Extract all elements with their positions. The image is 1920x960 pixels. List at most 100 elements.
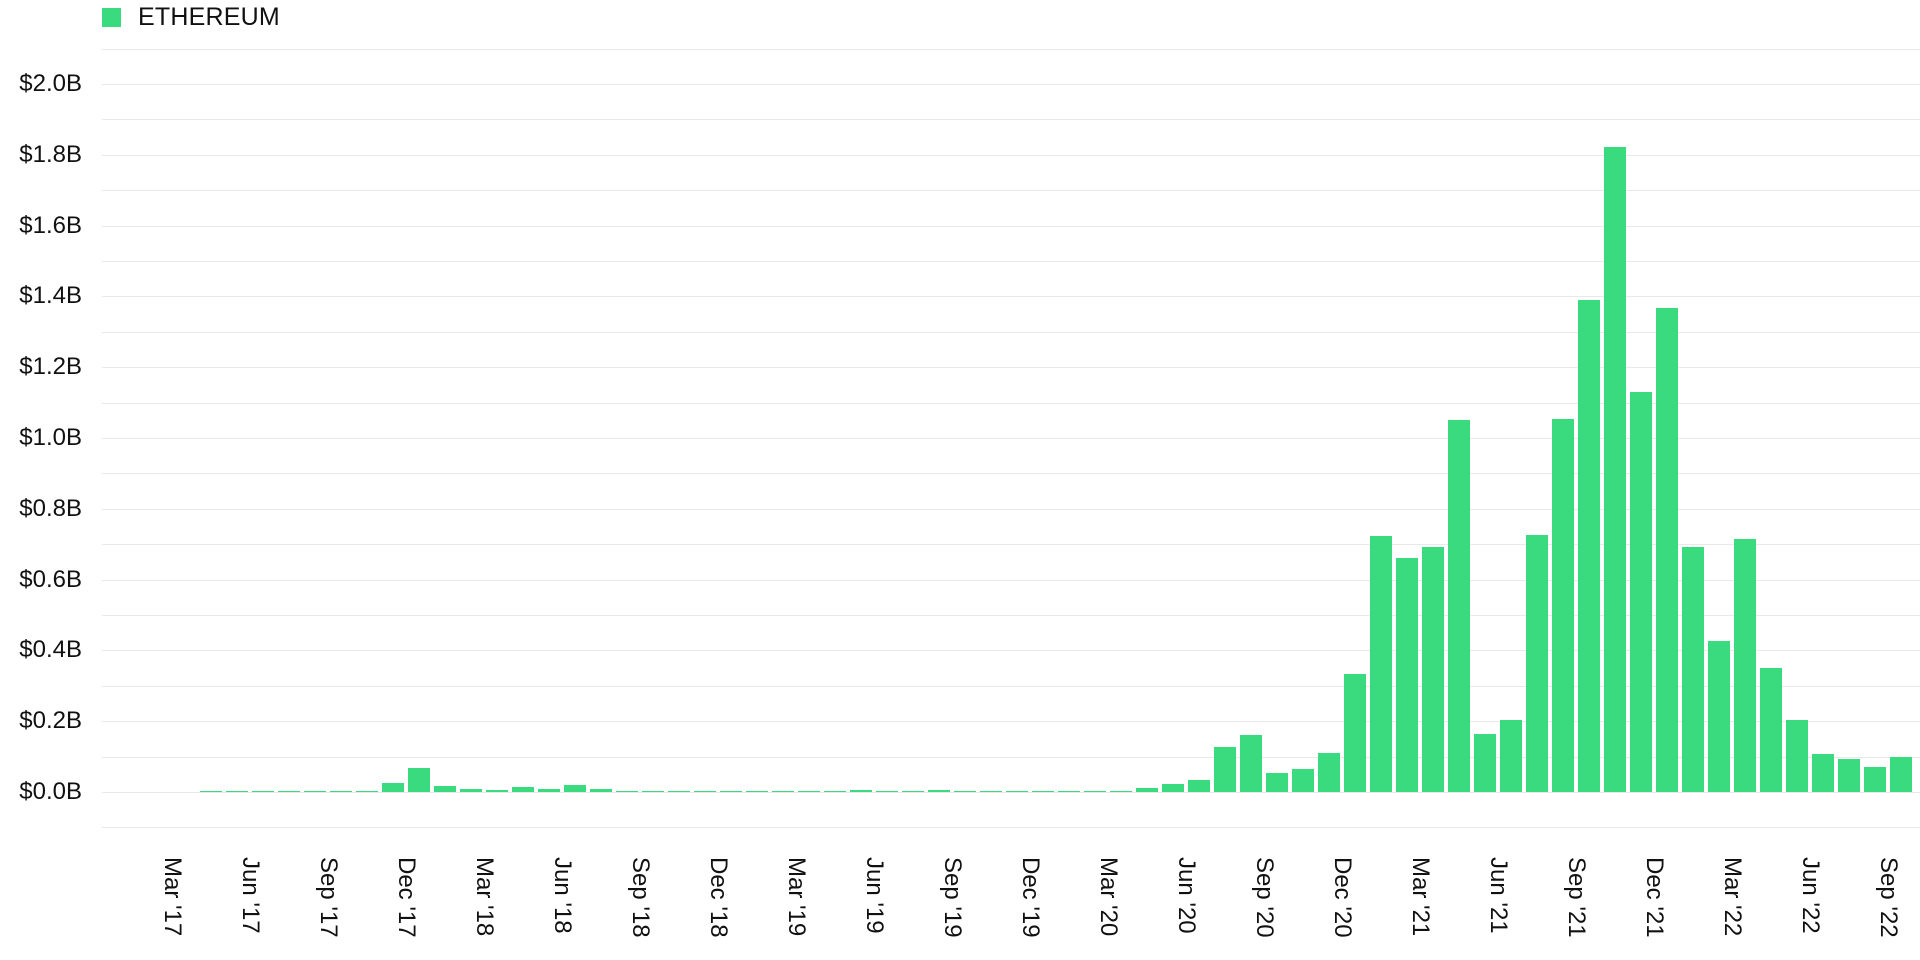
bar[interactable] (1708, 641, 1730, 792)
x-tick-label: Dec '18 (705, 857, 732, 938)
gridline (102, 473, 1920, 474)
gridline (102, 155, 1920, 156)
y-tick-label: $1.4B (19, 282, 82, 309)
gridline (102, 827, 1920, 828)
bar[interactable] (746, 791, 768, 792)
bar[interactable] (226, 790, 248, 792)
bar[interactable] (954, 790, 976, 792)
x-tick-label: Mar '18 (471, 857, 498, 937)
bar[interactable] (538, 788, 560, 792)
bar[interactable] (1344, 673, 1366, 792)
bar[interactable] (928, 789, 950, 792)
bar[interactable] (1734, 538, 1756, 792)
bar[interactable] (1032, 791, 1054, 792)
x-tick-label: Jun '22 (1797, 857, 1824, 934)
y-tick-label: $0.4B (19, 636, 82, 663)
bar[interactable] (1864, 766, 1886, 792)
gridline (102, 261, 1920, 262)
x-tick-label: Mar '22 (1719, 857, 1746, 937)
gridline (102, 226, 1920, 227)
y-tick-label: $0.0B (19, 778, 82, 805)
bar[interactable] (1526, 535, 1548, 792)
bar[interactable] (1214, 747, 1236, 792)
x-tick-label: Jun '17 (237, 857, 264, 934)
bar[interactable] (1474, 733, 1496, 792)
gridline (102, 49, 1920, 50)
x-tick-label: Mar '21 (1407, 857, 1434, 937)
bar[interactable] (1084, 790, 1106, 792)
bar[interactable] (1266, 772, 1288, 792)
x-tick-label: Sep '22 (1875, 857, 1902, 938)
bar[interactable] (1188, 779, 1210, 792)
bar[interactable] (1786, 720, 1808, 792)
gridline (102, 84, 1920, 85)
bar[interactable] (200, 791, 222, 792)
bar[interactable] (1578, 299, 1600, 792)
gridline (102, 650, 1920, 651)
bar[interactable] (408, 767, 430, 792)
bar[interactable] (980, 790, 1002, 792)
bar[interactable] (720, 791, 742, 792)
bar[interactable] (1318, 753, 1340, 792)
bar[interactable] (1630, 391, 1652, 792)
bar[interactable] (252, 791, 274, 792)
bar[interactable] (356, 790, 378, 792)
bar[interactable] (460, 788, 482, 792)
bar[interactable] (1552, 418, 1574, 792)
bar[interactable] (1006, 791, 1028, 792)
bar[interactable] (590, 789, 612, 792)
bar[interactable] (1682, 547, 1704, 792)
bar[interactable] (1812, 753, 1834, 792)
x-tick-label: Dec '20 (1329, 857, 1356, 938)
bar[interactable] (1838, 759, 1860, 792)
bar[interactable] (1656, 308, 1678, 792)
bar[interactable] (278, 790, 300, 792)
bar[interactable] (1370, 536, 1392, 792)
y-tick-label: $0.8B (19, 495, 82, 522)
bar[interactable] (850, 790, 872, 792)
gridline (102, 190, 1920, 191)
bar[interactable] (642, 790, 664, 792)
x-tick-label: Mar '19 (783, 857, 810, 937)
bar[interactable] (1890, 756, 1912, 792)
gridline (102, 119, 1920, 120)
bar[interactable] (1422, 547, 1444, 792)
bar[interactable] (1448, 419, 1470, 792)
bar[interactable] (512, 787, 534, 792)
bar[interactable] (824, 790, 846, 792)
bar[interactable] (1396, 557, 1418, 792)
gridline (102, 296, 1920, 297)
bar[interactable] (434, 785, 456, 792)
x-tick-label: Mar '17 (159, 857, 186, 937)
bar[interactable] (1500, 720, 1522, 792)
bar[interactable] (1162, 783, 1184, 792)
bar[interactable] (564, 784, 586, 792)
bar[interactable] (1136, 788, 1158, 792)
bar[interactable] (902, 790, 924, 792)
bar[interactable] (1110, 790, 1132, 792)
legend-label-ethereum: ETHEREUM (138, 2, 280, 31)
gridline (102, 403, 1920, 404)
bar[interactable] (798, 790, 820, 792)
bar[interactable] (1604, 147, 1626, 792)
bar[interactable] (668, 790, 690, 792)
bar[interactable] (486, 789, 508, 792)
x-tick-label: Jun '21 (1485, 857, 1512, 934)
bar[interactable] (1240, 735, 1262, 792)
x-tick-label: Sep '19 (939, 857, 966, 938)
bar[interactable] (694, 791, 716, 792)
bar[interactable] (772, 790, 794, 792)
bar[interactable] (330, 791, 352, 792)
bar[interactable] (1760, 668, 1782, 792)
bar[interactable] (304, 790, 326, 792)
y-tick-label: $2.0B (19, 70, 82, 97)
bar[interactable] (1058, 790, 1080, 792)
bar[interactable] (616, 790, 638, 792)
legend: ETHEREUM (102, 2, 280, 31)
bar[interactable] (1292, 768, 1314, 792)
gridline (102, 509, 1920, 510)
y-tick-label: $1.6B (19, 212, 82, 239)
bar[interactable] (876, 790, 898, 792)
bar[interactable] (382, 783, 404, 792)
